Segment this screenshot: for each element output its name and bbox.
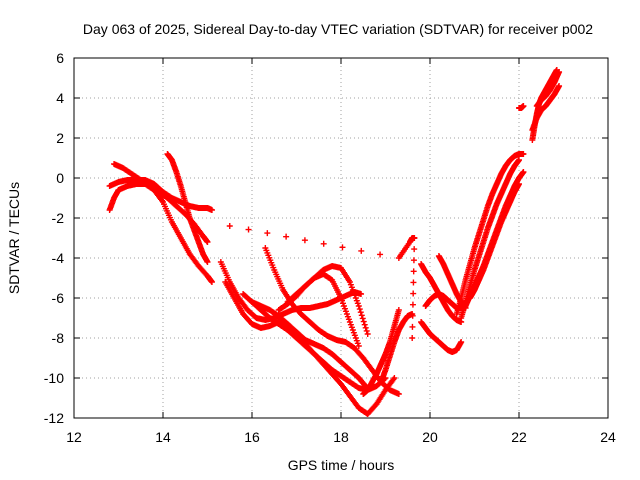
series-26 <box>533 69 563 109</box>
data-point <box>520 169 527 175</box>
data-point <box>411 235 418 241</box>
data-point <box>208 279 215 285</box>
y-tick-label: 6 <box>56 50 64 66</box>
y-tick-label: -10 <box>44 370 64 386</box>
series-19 <box>458 157 522 321</box>
data-point <box>339 244 346 251</box>
series-22 <box>467 181 522 301</box>
y-tick-label: -6 <box>52 290 65 306</box>
data-point <box>359 315 366 322</box>
data-point <box>358 291 365 297</box>
data-point <box>391 375 398 381</box>
series-14 <box>226 223 418 341</box>
data-point <box>395 391 402 397</box>
data-point <box>355 343 362 349</box>
x-tick-label: 20 <box>422 429 438 445</box>
data-point <box>204 239 211 245</box>
data-point <box>358 247 365 254</box>
data-point <box>409 335 416 341</box>
series-23 <box>516 103 527 111</box>
chart-title: Day 063 of 2025, Sidereal Day-to-day VTE… <box>83 21 593 37</box>
data-point <box>363 327 370 334</box>
data-point <box>516 157 522 163</box>
y-tick-label: -4 <box>52 250 65 266</box>
data-point <box>356 306 363 313</box>
series-11 <box>284 263 371 337</box>
y-tick-label: -8 <box>52 330 65 346</box>
data-point <box>516 181 522 187</box>
data-point <box>361 321 368 328</box>
series-4 <box>164 151 211 265</box>
data-point <box>362 324 369 331</box>
x-tick-label: 14 <box>155 429 171 445</box>
y-tick-label: 4 <box>56 90 64 106</box>
series-20 <box>453 151 527 317</box>
data-point <box>245 226 252 233</box>
data-point <box>520 103 527 109</box>
y-tick-labels: -12 -10 -8 -6 -4 -2 0 2 4 6 <box>44 50 64 426</box>
x-axis-label: GPS time / hours <box>288 457 395 473</box>
data-point <box>556 83 563 89</box>
series-6 <box>222 279 369 389</box>
y-tick-label: -12 <box>44 410 64 426</box>
data-point <box>204 259 211 265</box>
series-17 <box>418 261 465 325</box>
data-point <box>360 318 367 325</box>
x-tick-label: 24 <box>600 429 616 445</box>
y-tick-label: -2 <box>52 210 65 226</box>
data-point <box>301 237 308 244</box>
series-8 <box>249 299 398 417</box>
x-tick-label: 12 <box>66 429 82 445</box>
data-point <box>226 223 233 229</box>
y-tick-label: 0 <box>56 170 64 186</box>
data-point <box>410 268 417 275</box>
data-point <box>409 323 416 330</box>
data-point <box>395 307 402 313</box>
data-point <box>208 207 215 213</box>
data-point <box>409 301 416 308</box>
data-point <box>409 312 416 319</box>
data-point <box>520 151 527 157</box>
data-point <box>411 246 418 253</box>
x-tick-label: 22 <box>511 429 527 445</box>
data-point <box>410 279 417 286</box>
y-tick-label: 2 <box>56 130 64 146</box>
series-15 <box>418 319 465 355</box>
data-point <box>358 312 365 319</box>
series-25 <box>529 83 563 133</box>
data-point <box>364 331 371 337</box>
data-points <box>106 67 563 417</box>
y-axis-label: SDTVAR / TECUs <box>6 182 22 294</box>
series-9 <box>262 245 402 397</box>
data-point <box>458 339 465 345</box>
x-tick-label: 18 <box>333 429 349 445</box>
data-point <box>355 303 362 309</box>
x-tick-label: 16 <box>244 429 260 445</box>
data-point <box>410 290 417 297</box>
data-point <box>264 230 271 237</box>
x-tick-labels: 12 14 16 18 20 22 24 <box>66 429 616 445</box>
data-point <box>556 69 563 75</box>
axis-ticks <box>73 57 609 419</box>
data-point <box>283 233 290 240</box>
series-13 <box>378 311 416 385</box>
series-12 <box>360 307 402 397</box>
data-point <box>377 251 384 258</box>
data-point <box>410 257 417 264</box>
data-point <box>357 309 364 316</box>
data-point <box>320 240 327 247</box>
